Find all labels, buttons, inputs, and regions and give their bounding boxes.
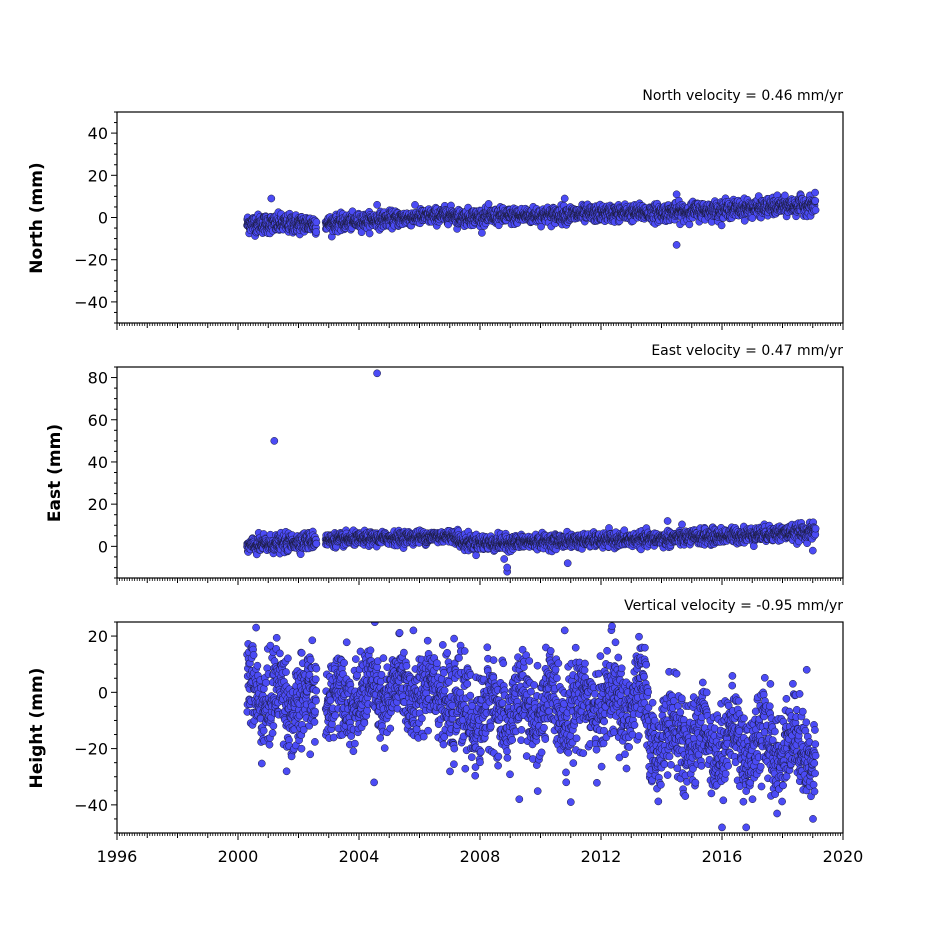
data-point: [411, 201, 419, 209]
data-point: [478, 229, 486, 237]
panel-title-north: North velocity = 0.46 mm/yr: [642, 88, 843, 104]
panel-title-east: East velocity = 0.47 mm/yr: [651, 343, 843, 359]
outlier-point: [672, 241, 681, 249]
ylabel-north: North (mm): [27, 162, 47, 273]
outlier-point: [267, 194, 276, 203]
data-point: [811, 196, 820, 205]
data-point: [484, 200, 493, 208]
data-point: [717, 221, 726, 230]
data-point: [740, 216, 749, 225]
data-point: [811, 188, 819, 197]
y-tick-label: −40: [74, 293, 108, 312]
data-point: [312, 228, 321, 236]
data-point: [365, 229, 374, 238]
y-tick-label: 0: [98, 209, 108, 228]
y-tick-label: 40: [88, 124, 108, 143]
outlier-point: [560, 194, 569, 203]
outlier-point: [672, 190, 681, 199]
y-tick-label: −20: [74, 251, 108, 270]
data-point: [678, 520, 686, 529]
outlier-point: [373, 200, 381, 209]
panel-north: North velocity = 0.46 mm/yr North (mm) −…: [27, 88, 844, 330]
y-tick-label: 20: [88, 166, 108, 185]
points-east: [243, 369, 820, 576]
data-point: [811, 206, 820, 214]
data-point: [472, 551, 480, 560]
data-point: [312, 218, 321, 226]
ylabel-east: East (mm): [45, 424, 65, 522]
panel-east: East velocity = 0.47 mm/yr East (mm) 020…: [45, 343, 844, 585]
data-point: [312, 539, 321, 548]
points-north: [243, 188, 820, 249]
